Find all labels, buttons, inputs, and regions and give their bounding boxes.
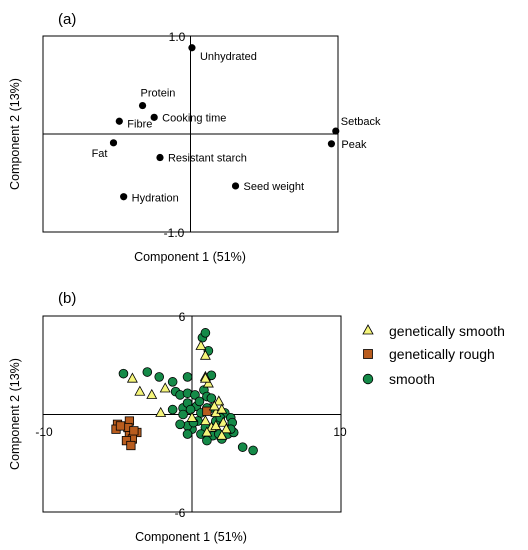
point-genetically-smooth-6 — [199, 349, 211, 360]
point-smooth-40 — [237, 442, 248, 452]
point-genetically-smooth-13 — [199, 414, 211, 426]
point-genetically-rough-9 — [129, 426, 139, 436]
panel-b-xlabel: Component 1 (51%) — [135, 530, 247, 544]
panel-b-ytick-bottom: -6 — [175, 506, 186, 520]
panel-b-xtick-left: -10 — [35, 425, 53, 439]
point-genetically-smooth-16 — [217, 416, 229, 427]
point-genetically-smooth-17 — [220, 423, 232, 434]
point-cooking-time — [150, 113, 158, 121]
point-smooth-1 — [142, 367, 153, 377]
point-genetically-rough-8 — [126, 440, 136, 451]
panel-a-ytick-top: 1.0 — [169, 30, 186, 44]
point-smooth-16 — [206, 393, 217, 403]
point-smooth-41 — [248, 445, 258, 456]
panel-b-ylabel: Component 2 (13%) — [8, 358, 22, 470]
point-genetically-smooth-0 — [126, 372, 138, 383]
point-genetically-smooth-21 — [208, 400, 220, 411]
point-genetically-smooth-1 — [134, 385, 146, 396]
point-smooth-42 — [185, 404, 196, 415]
point-genetically-smooth-9 — [213, 395, 225, 406]
point-genetically-smooth-20 — [199, 372, 211, 383]
point-label-fibre: Fibre — [127, 118, 152, 130]
legend-marker-smooth — [362, 373, 374, 385]
point-genetically-smooth-11 — [216, 403, 228, 414]
point-smooth-21 — [200, 328, 211, 338]
point-smooth-45 — [178, 409, 188, 420]
point-peak — [327, 140, 336, 148]
point-seed-weight — [231, 182, 240, 190]
point-smooth-3 — [167, 377, 178, 387]
legend-marker-genetically-smooth — [362, 324, 374, 335]
point-genetically-smooth-4 — [155, 406, 167, 417]
point-smooth-4 — [182, 372, 193, 382]
panel-a-points: Unhydrated Protein Cooking time Fibre Setbac… — [92, 44, 381, 205]
point-label-fat: Fat — [92, 148, 108, 160]
point-resistant-starch — [156, 153, 164, 162]
point-smooth-2 — [154, 372, 165, 382]
point-fibre — [115, 117, 123, 125]
point-smooth-39 — [182, 429, 193, 439]
panel-b-points — [111, 328, 258, 456]
panel-a-ylabel: Component 2 (13%) — [8, 78, 22, 190]
point-unhydrated — [188, 44, 196, 52]
point-genetically-smooth-15 — [210, 419, 222, 430]
point-genetically-smooth-2 — [146, 388, 158, 399]
point-genetically-rough-11 — [115, 421, 126, 431]
point-genetically-smooth-18 — [201, 426, 213, 437]
panel-b: (b) 6 -6 -10 10 Component 1 (51%) Compon… — [8, 290, 505, 544]
point-hydration — [120, 193, 128, 201]
point-label-unhydrated: Unhydrated — [200, 51, 257, 63]
point-setback — [332, 127, 340, 135]
panel-a-label: (a) — [58, 11, 76, 28]
point-label-peak: Peak — [341, 139, 367, 151]
point-smooth-0 — [118, 368, 129, 379]
legend-marker-genetically-rough — [363, 349, 373, 359]
point-label-setback: Setback — [341, 116, 381, 128]
point-genetically-smooth-3 — [159, 382, 171, 393]
point-genetically-smooth-19 — [216, 429, 228, 440]
panel-b-label: (b) — [58, 290, 76, 307]
point-smooth-12 — [190, 390, 200, 400]
legend-label-smooth: smooth — [389, 371, 435, 387]
point-genetically-smooth-8 — [202, 377, 214, 388]
point-protein — [138, 101, 147, 110]
point-genetically-rough-10 — [202, 406, 212, 416]
point-label-protein: Protein — [141, 88, 176, 100]
panel-b-xtick-right: 10 — [333, 425, 347, 439]
point-smooth-35 — [175, 419, 185, 430]
point-label-resistant-starch: Resistant starch — [168, 153, 247, 165]
point-label-seed-weight: Seed weight — [244, 181, 305, 193]
panel-a-ytick-bottom: -1.0 — [164, 226, 185, 240]
legend: genetically smooth genetically rough smo… — [362, 323, 505, 387]
legend-label-genetically-smooth: genetically smooth — [389, 323, 505, 339]
panel-a-xlabel: Component 1 (51%) — [134, 250, 246, 264]
panel-b-ytick-top: 6 — [179, 310, 186, 324]
point-label-cooking-time: Cooking time — [162, 112, 226, 124]
point-label-hydration: Hydration — [132, 193, 179, 205]
point-genetically-smooth-5 — [195, 339, 207, 350]
legend-label-genetically-rough: genetically rough — [389, 346, 495, 362]
point-smooth-8 — [167, 404, 178, 415]
point-genetically-smooth-12 — [186, 411, 198, 422]
point-fat — [109, 139, 118, 147]
point-smooth-13 — [194, 396, 205, 407]
panel-a: (a) 1.0 -1.0 Unhydrated Protein Cooking ti… — [8, 11, 381, 264]
